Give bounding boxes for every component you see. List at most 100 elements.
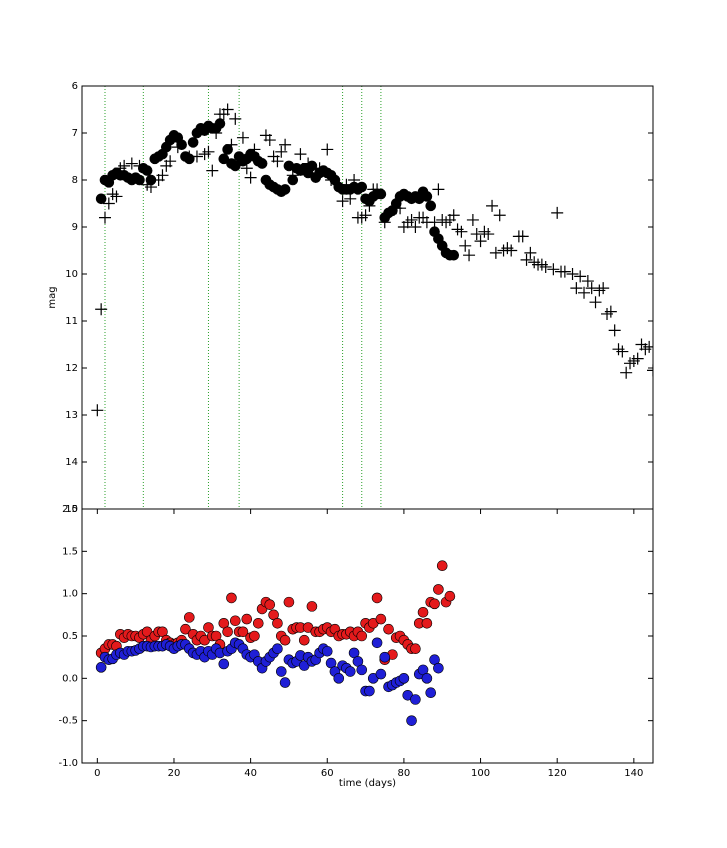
circle-marker	[249, 630, 260, 642]
plus-marker	[202, 145, 215, 158]
plus-marker	[620, 366, 633, 379]
circle-marker	[375, 613, 387, 625]
plus-marker	[118, 159, 131, 172]
circle-marker	[371, 592, 383, 604]
y-tick-label: 1.5	[62, 546, 78, 557]
circle-marker	[375, 668, 387, 680]
x-tick-label: 20	[168, 768, 181, 779]
circle-marker	[433, 662, 444, 674]
y-tick-label: 8	[72, 175, 78, 186]
circle-marker	[429, 598, 440, 610]
plus-marker	[206, 164, 219, 177]
circle-marker	[436, 560, 448, 572]
plus-marker	[474, 235, 487, 248]
plus-marker	[551, 206, 564, 219]
circle-marker	[379, 651, 391, 663]
x-tick-label: 120	[548, 768, 567, 779]
plus-marker	[608, 324, 621, 337]
y-tick-label: 1.0	[62, 589, 78, 600]
plus-marker	[336, 195, 349, 208]
circle-marker	[306, 160, 318, 172]
circle-marker	[306, 601, 318, 612]
plus-marker	[432, 183, 445, 196]
y-tick-label: 13	[65, 410, 78, 421]
circle-marker	[222, 626, 233, 638]
plus-marker	[455, 225, 468, 238]
y-tick-label: 2.0	[62, 504, 78, 515]
y-tick-label: 10	[65, 269, 78, 280]
plot-area	[95, 560, 456, 726]
circle-marker	[298, 634, 310, 646]
circle-marker	[229, 160, 241, 172]
plus-marker	[647, 364, 653, 377]
plus-marker	[156, 169, 169, 182]
plus-marker	[102, 197, 115, 210]
circle-marker	[241, 613, 253, 625]
y-tick-label: 6	[72, 81, 78, 92]
circle-marker	[448, 249, 460, 261]
plus-marker	[547, 263, 560, 276]
x-tick-label: 140	[624, 768, 643, 779]
circle-marker	[333, 673, 345, 684]
circle-marker	[444, 590, 456, 602]
plus-marker	[589, 296, 602, 309]
y-tick-label: 0.0	[62, 673, 78, 684]
x-tick-label: 40	[244, 768, 257, 779]
plus-marker	[279, 138, 292, 151]
plus-marker	[463, 249, 476, 262]
circle-marker	[218, 658, 230, 670]
y-tick-label: 15	[65, 504, 78, 515]
plus-marker	[294, 148, 307, 161]
plus-marker	[95, 303, 108, 316]
y-tick-label: 11	[65, 316, 78, 327]
circle-marker	[356, 181, 368, 193]
circle-marker	[371, 637, 383, 649]
plus-marker	[570, 282, 583, 295]
y-tick-label: 7	[72, 128, 78, 139]
circle-marker	[417, 606, 429, 618]
circle-marker	[141, 165, 153, 176]
circle-marker	[433, 584, 444, 595]
plus-marker	[110, 190, 123, 203]
circle-marker	[398, 673, 410, 684]
circle-marker	[425, 687, 437, 699]
circle-marker	[229, 615, 241, 627]
plus-marker	[470, 228, 483, 241]
plus-marker	[459, 239, 472, 252]
plus-marker	[604, 305, 617, 318]
circle-marker	[283, 596, 295, 608]
plus-marker	[98, 211, 111, 224]
circle-marker	[256, 158, 268, 169]
circle-marker	[421, 617, 433, 629]
plus-marker	[581, 275, 594, 288]
circle-marker	[275, 666, 287, 677]
y-axis-label: mag	[47, 286, 58, 308]
circle-marker	[421, 673, 433, 684]
y-tick-label: -1.0	[58, 758, 78, 769]
circle-marker	[406, 715, 417, 726]
plus-marker	[275, 145, 288, 158]
circle-marker	[222, 144, 233, 155]
x-tick-label: 0	[94, 768, 100, 779]
circle-marker	[184, 153, 195, 165]
x-axis-label: time (days)	[339, 778, 396, 789]
circle-marker	[344, 666, 356, 677]
plus-marker	[585, 282, 598, 295]
circle-marker	[425, 200, 437, 212]
plus-marker	[566, 268, 579, 280]
plus-marker	[616, 345, 629, 358]
circle-marker	[272, 643, 283, 655]
circle-marker	[218, 153, 230, 165]
circle-marker	[410, 643, 421, 655]
y-tick-label: 9	[72, 222, 78, 233]
x-tick-label: 80	[398, 768, 411, 779]
plus-marker	[631, 352, 644, 365]
x-tick-label: 60	[321, 768, 334, 779]
circle-marker	[237, 626, 249, 638]
plus-marker	[643, 340, 653, 353]
circle-marker	[145, 174, 157, 186]
plus-marker	[344, 192, 357, 205]
plus-marker	[125, 157, 138, 170]
circle-marker	[279, 634, 291, 646]
